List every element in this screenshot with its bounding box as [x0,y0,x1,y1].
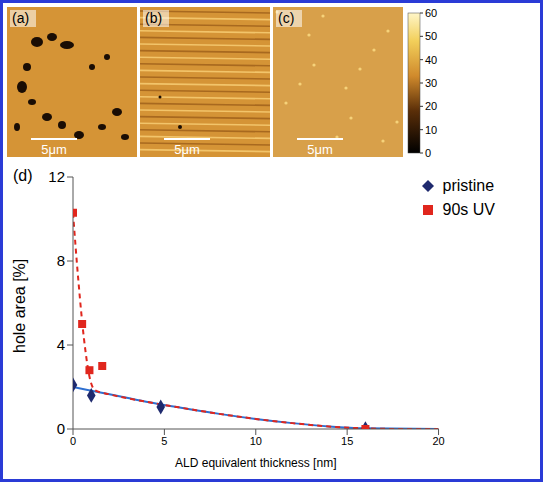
svg-text:(c): (c) [278,10,294,26]
svg-text:40: 40 [425,54,437,66]
svg-text:ALD equivalent thickness [nm]: ALD equivalent thickness [nm] [175,456,336,470]
svg-text:0: 0 [425,147,431,159]
svg-text:60: 60 [425,7,437,19]
svg-text:0: 0 [57,420,65,437]
svg-text:15: 15 [341,435,353,447]
svg-text:12: 12 [48,168,65,185]
svg-text:50: 50 [425,30,437,42]
svg-text:4: 4 [57,336,65,353]
svg-text:5: 5 [161,435,167,447]
svg-text:(a): (a) [12,10,29,26]
svg-text:10: 10 [425,124,437,136]
svg-text:(b): (b) [145,10,162,26]
svg-text:8: 8 [57,252,65,269]
svg-text:5μm: 5μm [41,142,67,157]
html-text:90s UV: 90s UV [442,201,495,218]
svg-text:0: 0 [70,435,76,447]
svg-text:10: 10 [250,435,262,447]
svg-text:5μm: 5μm [174,142,200,157]
html-text:pristine: pristine [442,177,495,194]
html-text:(d): (d) [13,167,33,184]
svg-text:5μm: 5μm [307,142,333,157]
svg-text:20: 20 [432,435,444,447]
svg-text:hole area [%]: hole area [%] [11,259,28,353]
svg-text:30: 30 [425,77,437,89]
svg-text:20: 20 [425,100,437,112]
